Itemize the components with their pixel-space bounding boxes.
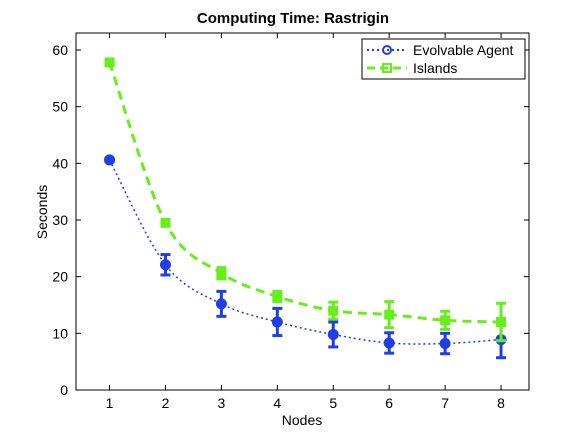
x-axis-title: Nodes [282,412,322,428]
legend-label-evolvable-agent: Evolvable Agent [413,42,514,58]
y-tick-label: 30 [52,212,68,228]
y-tick-label: 50 [52,99,68,115]
data-point [160,217,171,228]
y-tick-label: 60 [52,42,68,58]
data-point [439,338,451,350]
x-tick-label: 4 [273,395,281,411]
legend-marker-islands [382,63,392,73]
y-tick-label: 0 [60,382,68,398]
data-point [327,328,339,340]
chart-title: Computing Time: Rastrigin [197,10,389,27]
series-layer [104,57,507,360]
axes: 1 2 3 4 5 6 7 8 0 10 20 30 40 50 60 [52,33,529,411]
plot-frame [75,32,530,391]
data-point [216,268,227,279]
x-tick-label: 1 [106,395,114,411]
y-tick-label: 40 [52,155,68,171]
data-point [496,317,507,327]
x-tick-label: 8 [497,395,505,411]
data-point [215,298,227,310]
x-tick-label: 5 [329,395,337,411]
series-evolvable-agent [104,154,507,360]
x-tick-label: 3 [218,395,226,411]
data-point [440,315,451,326]
series-islands [104,57,507,343]
series-line [108,61,502,324]
y-axis-title: Seconds [34,185,50,239]
data-point [272,291,283,302]
x-tick-label: 6 [385,395,393,411]
data-point [104,57,115,68]
legend-marker-evolvable-agent [382,45,392,55]
series-line [108,159,502,345]
y-tick-label: 10 [52,325,68,341]
data-point [104,154,116,166]
data-point [383,337,395,349]
data-point [328,305,339,316]
y-tick-label: 20 [52,269,68,285]
legend-label-islands: Islands [413,60,457,76]
data-point [159,259,171,271]
x-tick-label: 2 [162,395,170,411]
data-point [271,316,283,328]
legend: Evolvable Agent Islands [361,38,526,80]
data-point [384,309,395,320]
x-tick-label: 7 [441,395,449,411]
